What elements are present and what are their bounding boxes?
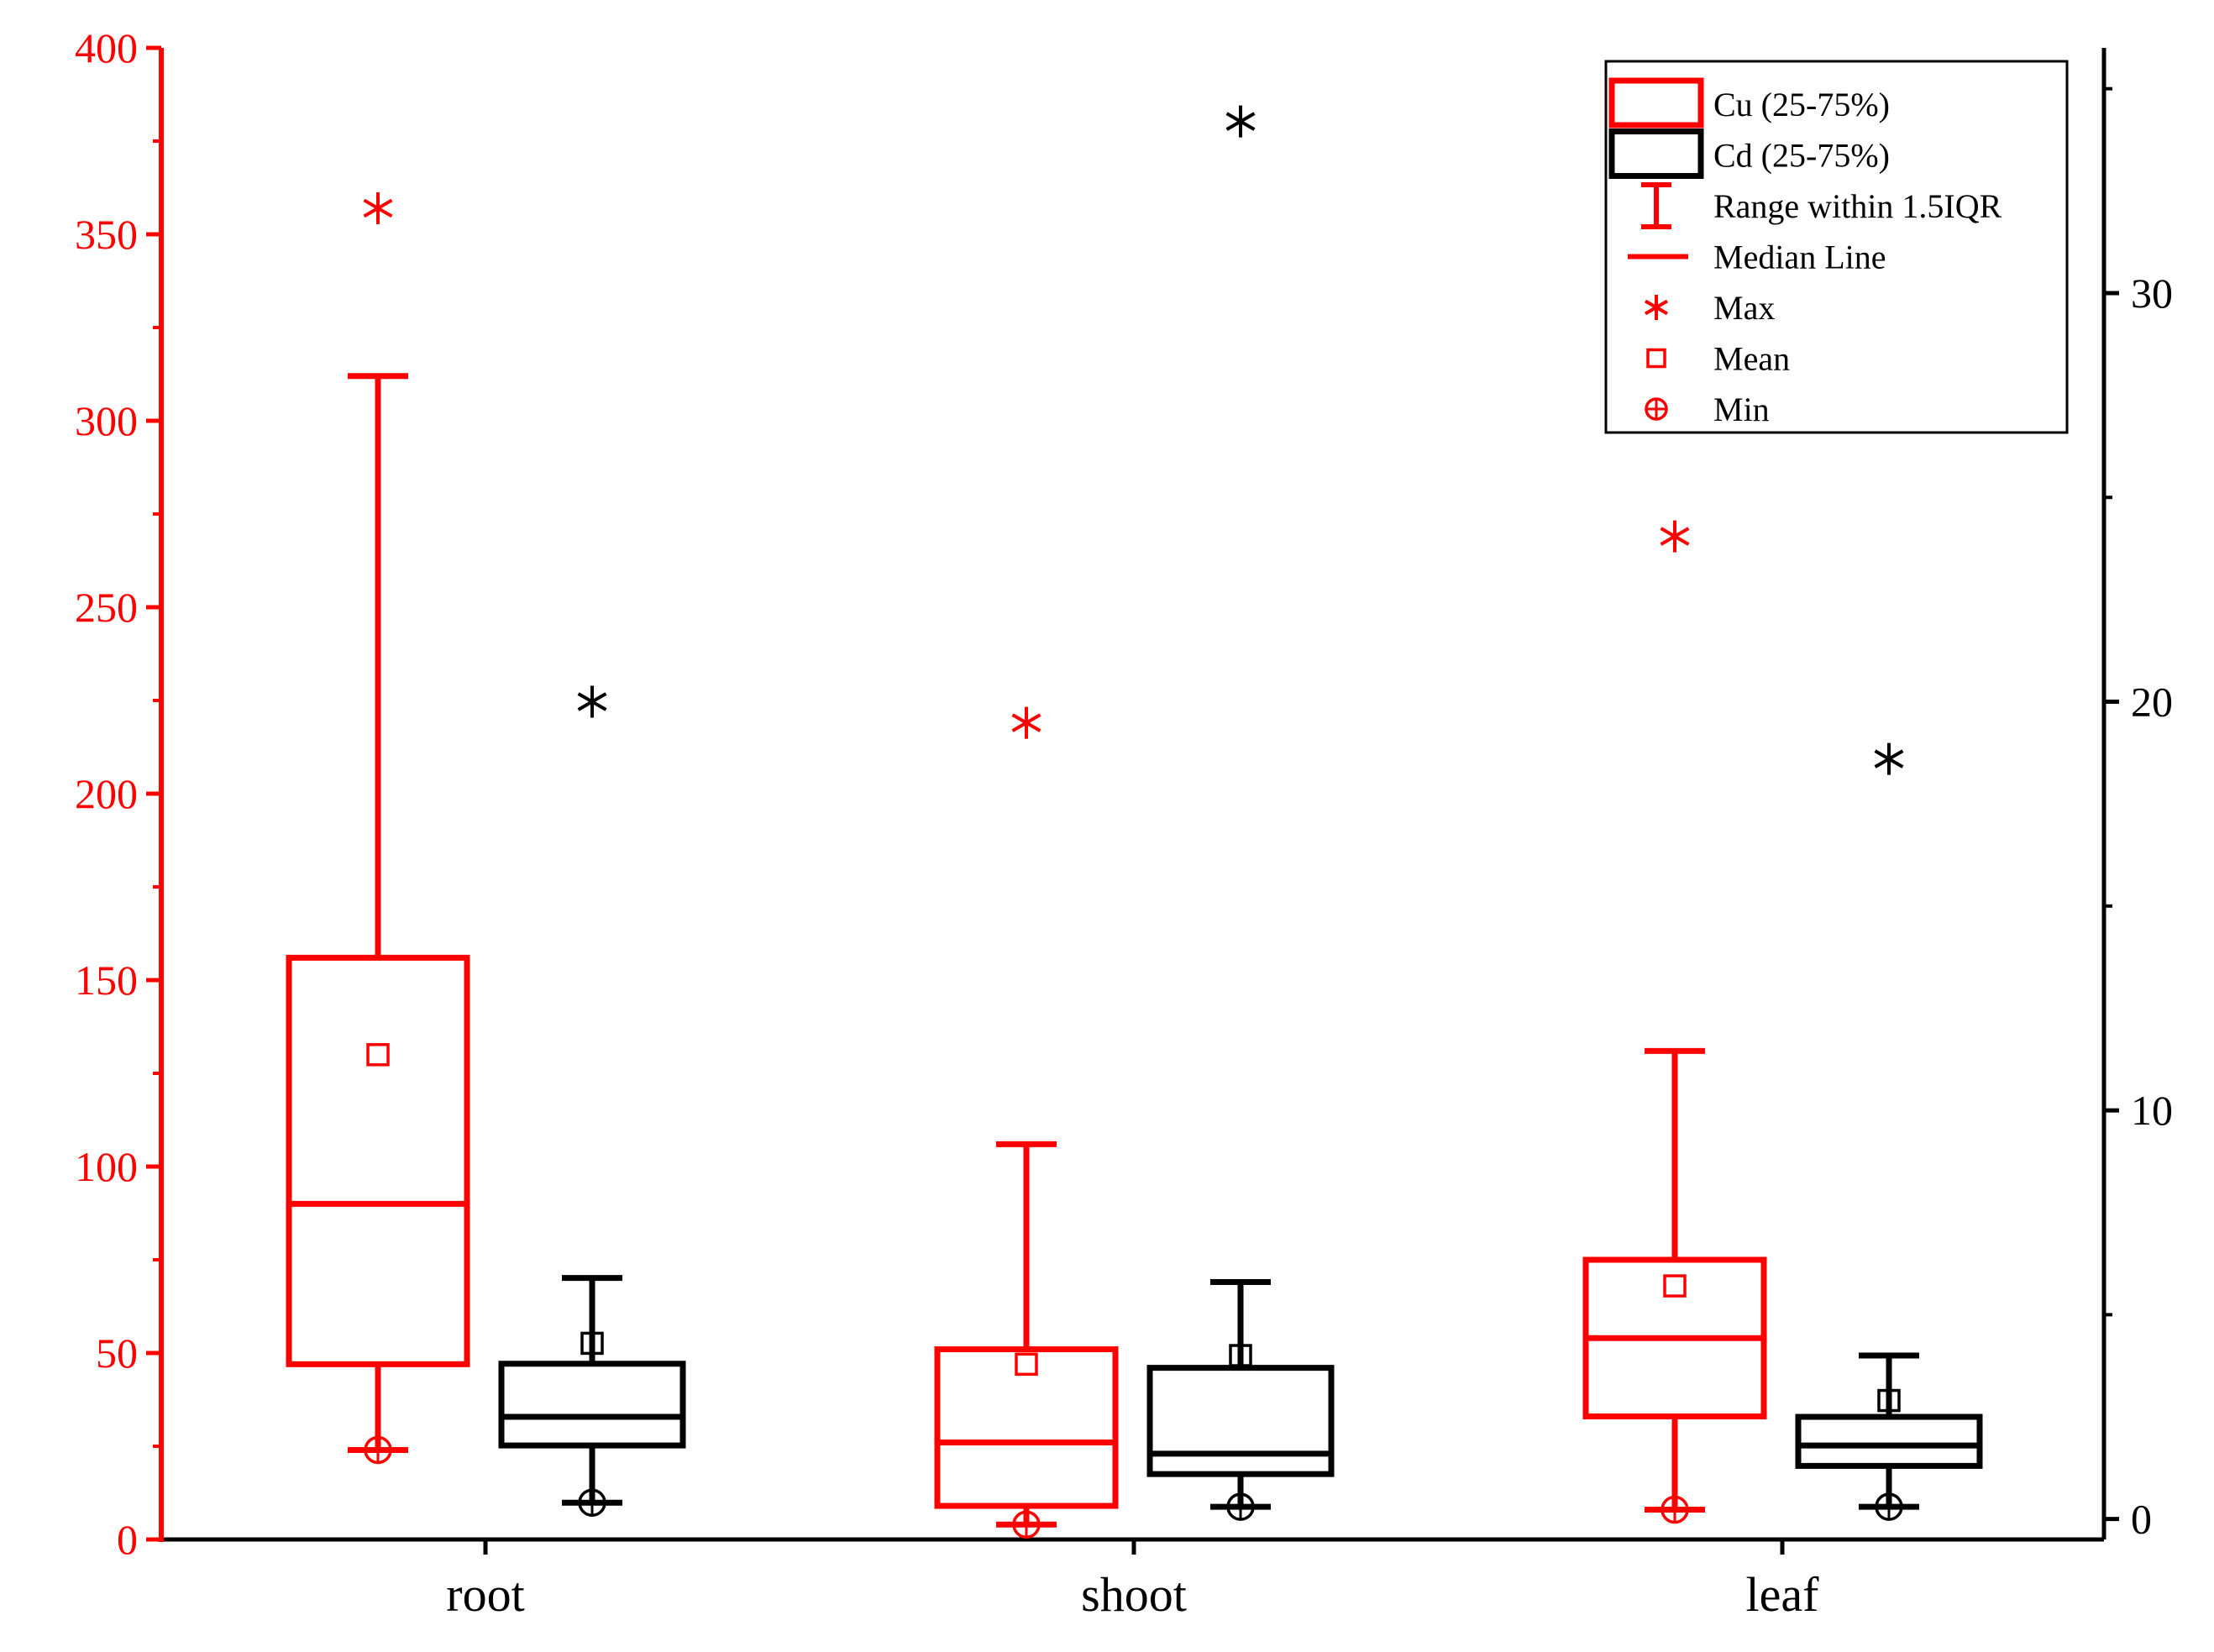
mean-marker [580,1331,604,1356]
legend-range-symbol [1641,182,1671,229]
right-tick-label: 30 [2131,270,2173,317]
iqr-box [934,1346,1119,1509]
max-marker [577,685,607,718]
legend-label: Median Line [1713,239,1886,276]
max-marker [363,191,393,224]
plot-area [286,105,1983,1539]
right-tick-label: 20 [2131,679,2173,726]
min-marker [1875,1492,1903,1521]
box-cu-leaf [1582,520,1767,1524]
axes-group: 0 50 100 150 200 250 300 350 400 0 10 20 30 root shoot… [75,24,2173,1622]
left-tick-label: 300 [75,397,138,444]
legend-label: Cu (25-75%) [1713,86,1890,123]
min-marker [1660,1495,1689,1524]
legend-cd-swatch [1608,128,1704,179]
iqr-box [286,954,470,1367]
max-marker [1874,742,1904,775]
right-tick-label: 0 [2131,1496,2152,1543]
mean-marker [1663,1274,1687,1298]
min-marker [578,1488,606,1517]
max-marker-stroke [1660,527,1690,546]
category-label: root [446,1567,524,1622]
left-tick-label: 250 [75,584,138,631]
legend-label: Max [1713,289,1775,327]
legend-label: Mean [1713,340,1790,378]
legend-label: Cd (25-75%) [1713,137,1890,175]
iqr-box [1146,1365,1335,1477]
max-marker-stroke [1011,713,1041,732]
left-tick-label: 0 [117,1516,138,1563]
box-cd-shoot [1146,105,1335,1521]
mean-marker [1877,1388,1901,1413]
left-tick-label: 200 [75,770,138,817]
box-cu-root [286,191,470,1465]
box-cd-leaf [1795,742,1983,1521]
category-label: shoot [1081,1567,1187,1622]
max-marker [1225,105,1256,138]
mean-marker [1646,348,1666,369]
box-cu-shoot [934,706,1119,1539]
max-marker-stroke [577,692,607,711]
left-tick-label: 100 [75,1143,138,1190]
max-marker-stroke [1645,299,1668,316]
category-label: leaf [1746,1567,1820,1622]
left-tick-label: 150 [75,957,138,1004]
max-marker [1660,520,1690,553]
mean-marker [1015,1352,1038,1377]
min-marker [1645,397,1668,421]
max-marker [1011,706,1041,739]
max-marker [1645,295,1668,320]
left-tick-label: 400 [75,24,138,71]
box-cd-root [498,685,686,1517]
legend-cu-swatch [1608,77,1704,128]
left-tick-label: 350 [75,211,138,258]
min-marker [1226,1492,1255,1521]
max-marker-stroke [363,198,393,218]
legend-label: Range within 1.5IQR [1713,187,2002,225]
legend: Cu (25-75%) Cd (25-75%) Range within 1.5IQ… [1604,60,2069,434]
iqr-box [1795,1413,1983,1469]
min-marker [364,1435,392,1465]
series-cu [286,191,1767,1539]
legend-label: Min [1713,391,1770,428]
max-marker-stroke [1874,749,1904,768]
right-tick-label: 10 [2131,1087,2173,1134]
left-tick-label: 50 [96,1329,138,1377]
mean-marker [366,1043,390,1067]
series-cd [498,105,1983,1521]
min-marker [1012,1510,1041,1539]
mean-marker [1229,1344,1252,1367]
iqr-box [498,1361,686,1449]
max-marker-stroke [1225,112,1256,131]
